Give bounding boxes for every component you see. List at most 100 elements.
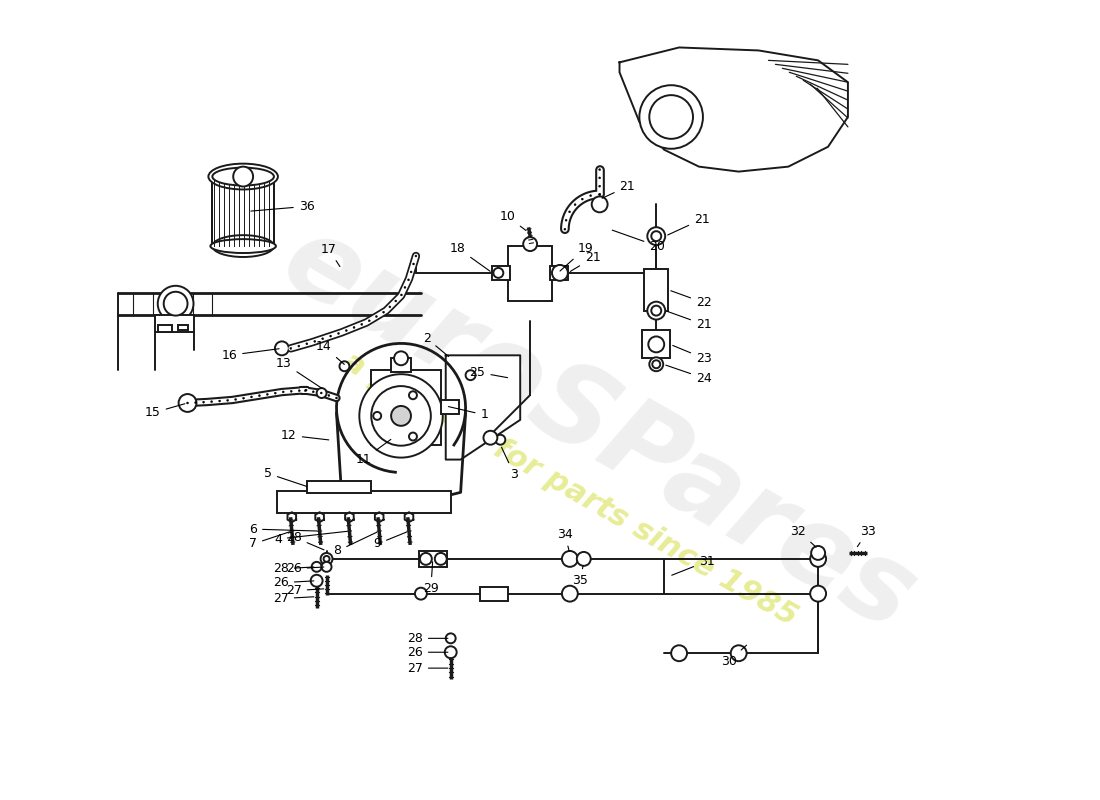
Circle shape (412, 263, 415, 265)
Circle shape (353, 326, 355, 329)
Text: 28: 28 (273, 562, 314, 575)
Circle shape (415, 588, 427, 600)
Circle shape (317, 388, 327, 398)
Circle shape (305, 389, 307, 391)
Circle shape (651, 231, 661, 241)
Text: 13: 13 (276, 357, 322, 389)
Circle shape (283, 391, 284, 393)
Circle shape (395, 300, 397, 302)
Text: 12: 12 (280, 429, 329, 442)
Circle shape (187, 402, 188, 404)
Circle shape (290, 390, 293, 392)
Circle shape (330, 335, 331, 337)
Text: 2: 2 (424, 332, 449, 357)
Circle shape (210, 401, 212, 402)
Circle shape (407, 279, 409, 281)
Bar (155, 314, 195, 333)
Circle shape (314, 340, 316, 342)
Circle shape (336, 397, 338, 399)
Circle shape (562, 586, 578, 602)
Circle shape (811, 546, 825, 560)
Circle shape (444, 646, 456, 658)
Text: 9: 9 (373, 532, 406, 550)
Polygon shape (375, 512, 384, 522)
Text: 22: 22 (671, 290, 712, 309)
Text: 28: 28 (407, 632, 448, 645)
Circle shape (227, 399, 229, 402)
Bar (508, 246, 552, 301)
Bar (419, 551, 447, 567)
Circle shape (553, 268, 563, 278)
Circle shape (375, 315, 377, 318)
Circle shape (298, 390, 300, 392)
Text: 1: 1 (449, 406, 488, 422)
Circle shape (598, 194, 601, 195)
Text: 30: 30 (720, 645, 747, 668)
Circle shape (598, 194, 601, 195)
Text: 29: 29 (424, 562, 439, 595)
Circle shape (671, 646, 688, 661)
Circle shape (565, 219, 568, 221)
Text: 26: 26 (407, 646, 448, 658)
Circle shape (465, 370, 475, 380)
Polygon shape (287, 512, 296, 522)
Circle shape (178, 394, 197, 412)
Circle shape (321, 338, 323, 340)
Text: 24: 24 (666, 365, 712, 385)
Circle shape (389, 306, 390, 308)
Ellipse shape (210, 239, 276, 253)
Circle shape (306, 342, 308, 345)
Circle shape (647, 302, 666, 319)
Ellipse shape (212, 168, 274, 186)
Text: 26: 26 (286, 562, 323, 575)
Text: 28: 28 (286, 530, 324, 550)
Circle shape (552, 265, 568, 281)
Circle shape (274, 392, 276, 394)
Circle shape (651, 306, 661, 315)
Circle shape (562, 551, 578, 567)
Circle shape (360, 374, 442, 458)
Circle shape (340, 362, 350, 371)
Circle shape (312, 391, 315, 393)
Circle shape (811, 586, 826, 602)
Ellipse shape (208, 164, 278, 190)
Polygon shape (619, 47, 848, 171)
Bar (441, 400, 459, 414)
Text: 21: 21 (668, 311, 712, 331)
Circle shape (383, 311, 385, 313)
Text: 36: 36 (251, 200, 315, 213)
Circle shape (649, 358, 663, 371)
Text: 21: 21 (602, 180, 636, 198)
Ellipse shape (212, 166, 274, 187)
Text: 33: 33 (857, 525, 876, 546)
Text: 17: 17 (320, 242, 340, 266)
Circle shape (409, 391, 417, 399)
Circle shape (372, 386, 431, 446)
Circle shape (320, 392, 322, 394)
Circle shape (400, 294, 403, 296)
Text: 5: 5 (264, 467, 307, 486)
Text: 20: 20 (613, 230, 666, 253)
Text: 25: 25 (470, 366, 507, 378)
Circle shape (219, 400, 221, 402)
Circle shape (373, 412, 382, 420)
Polygon shape (316, 512, 323, 522)
Circle shape (298, 345, 300, 347)
Polygon shape (345, 512, 354, 522)
Circle shape (275, 342, 289, 355)
Circle shape (730, 646, 747, 661)
Circle shape (494, 268, 504, 278)
Circle shape (649, 95, 693, 139)
Circle shape (394, 351, 408, 366)
Circle shape (484, 430, 497, 445)
Circle shape (361, 323, 363, 326)
Text: 21: 21 (570, 251, 601, 271)
Circle shape (323, 556, 330, 562)
Circle shape (392, 406, 411, 426)
Text: 27: 27 (286, 584, 323, 597)
Circle shape (648, 337, 664, 352)
Circle shape (598, 185, 601, 187)
Bar (307, 482, 372, 494)
Text: 3: 3 (502, 447, 518, 481)
Text: 7: 7 (249, 532, 289, 550)
